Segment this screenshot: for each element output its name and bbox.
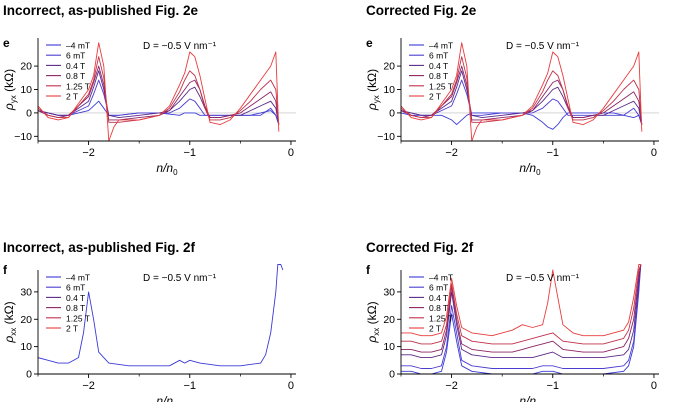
x-axis-label: n/n0 (156, 161, 178, 177)
legend-label-0: –4 mT (429, 41, 453, 51)
legend-label-3: 0.8 T (66, 71, 85, 81)
y-tick-label-2: 20 (20, 314, 32, 326)
y-tick-label-3: 20 (383, 61, 395, 73)
legend-label-5: 2 T (429, 92, 441, 102)
series-line-0 (38, 264, 284, 367)
panel-letter-tr: e (366, 36, 373, 50)
legend-label-3: 0.8 T (66, 303, 85, 313)
field-label: D = −0.5 V nm⁻¹ (143, 273, 217, 284)
legend-label-5: 2 T (66, 324, 78, 334)
x-axis-label: n/n0 (519, 394, 541, 402)
y-tick-label-1: 0 (26, 107, 32, 119)
x-axis-label: n/n0 (156, 394, 178, 402)
y-tick-label-2: 20 (383, 314, 395, 326)
y-tick-label-1: 0 (389, 107, 395, 119)
panel-title-bl: Incorrect, as-published Fig. 2f (3, 240, 196, 255)
legend-label-0: –4 mT (429, 273, 453, 283)
series-line-3 (401, 264, 642, 353)
y-tick-label-0: 0 (26, 369, 32, 381)
legend-label-3: 0.8 T (429, 303, 448, 313)
series-line-2 (401, 70, 643, 125)
y-axis-label: ρyx (kΩ) (2, 69, 18, 111)
y-tick-label-0: −10 (14, 131, 32, 143)
legend-label-4: 1.25 T (66, 313, 90, 323)
field-label: D = −0.5 V nm⁻¹ (506, 41, 580, 52)
legend-label-1: 6 mT (66, 51, 85, 61)
series-line-2 (38, 70, 280, 125)
panel-title-br: Corrected Fig. 2f (366, 240, 474, 255)
series-line-3 (38, 65, 280, 125)
legend-label-5: 2 T (429, 324, 441, 334)
field-label: D = −0.5 V nm⁻¹ (506, 273, 580, 284)
panel-letter-br: f (366, 263, 370, 277)
x-tick-label-1: −1 (546, 147, 559, 159)
y-tick-label-3: 30 (20, 286, 32, 298)
legend-label-4: 1.25 T (429, 313, 453, 323)
panel-title-tr: Corrected Fig. 2e (366, 3, 477, 18)
series-line-5 (38, 42, 280, 141)
series-line-5 (401, 42, 643, 141)
legend-label-4: 1.25 T (66, 81, 90, 91)
legend-label-1: 6 mT (429, 51, 448, 61)
legend-label-5: 2 T (66, 92, 78, 102)
legend-label-2: 0.4 T (429, 61, 448, 71)
series-line-1 (401, 264, 642, 369)
series-line-0 (401, 112, 643, 130)
x-tick-label-1: −1 (183, 147, 196, 159)
legend-label-1: 6 mT (429, 283, 448, 293)
legend-label-1: 6 mT (66, 283, 85, 293)
x-tick-label-1: −1 (546, 380, 559, 392)
series-line-4 (401, 56, 643, 125)
y-axis-label: ρxx (kΩ) (2, 301, 18, 343)
legend-label-4: 1.25 T (429, 81, 453, 91)
y-tick-label-3: 30 (383, 286, 395, 298)
legend-label-2: 0.4 T (66, 293, 85, 303)
series-line-4 (38, 56, 280, 125)
x-tick-label-2: 0 (651, 147, 657, 159)
y-tick-label-2: 10 (383, 84, 395, 96)
series-line-0 (401, 264, 642, 374)
x-tick-label-0: −2 (445, 147, 458, 159)
x-tick-label-2: 0 (288, 380, 294, 392)
y-tick-label-2: 10 (20, 84, 32, 96)
x-tick-label-0: −2 (82, 380, 95, 392)
x-tick-label-2: 0 (288, 147, 294, 159)
series-line-5 (401, 264, 641, 337)
series-line-4 (401, 264, 642, 345)
x-tick-label-2: 0 (651, 380, 657, 392)
legend-label-2: 0.4 T (429, 293, 448, 303)
legend-label-3: 0.8 T (429, 71, 448, 81)
y-tick-label-1: 10 (20, 341, 32, 353)
y-axis-label: ρyx (kΩ) (365, 69, 381, 111)
series-line-2 (401, 264, 642, 359)
legend-label-2: 0.4 T (66, 61, 85, 71)
panel-letter-tl: e (3, 36, 10, 50)
series-line-3 (401, 65, 643, 125)
x-tick-label-0: −2 (445, 380, 458, 392)
y-tick-label-0: −10 (377, 131, 395, 143)
y-axis-label: ρxx (kΩ) (365, 301, 381, 343)
x-tick-label-0: −2 (82, 147, 95, 159)
y-tick-label-0: 0 (389, 369, 395, 381)
y-tick-label-1: 10 (383, 341, 395, 353)
field-label: D = −0.5 V nm⁻¹ (143, 41, 217, 52)
x-tick-label-1: −1 (183, 380, 196, 392)
panel-title-tl: Incorrect, as-published Fig. 2e (3, 3, 199, 18)
legend-label-0: –4 mT (66, 273, 90, 283)
panel-letter-bl: f (3, 263, 7, 277)
legend-label-0: –4 mT (66, 41, 90, 51)
y-tick-label-3: 20 (20, 61, 32, 73)
x-axis-label: n/n0 (519, 161, 541, 177)
